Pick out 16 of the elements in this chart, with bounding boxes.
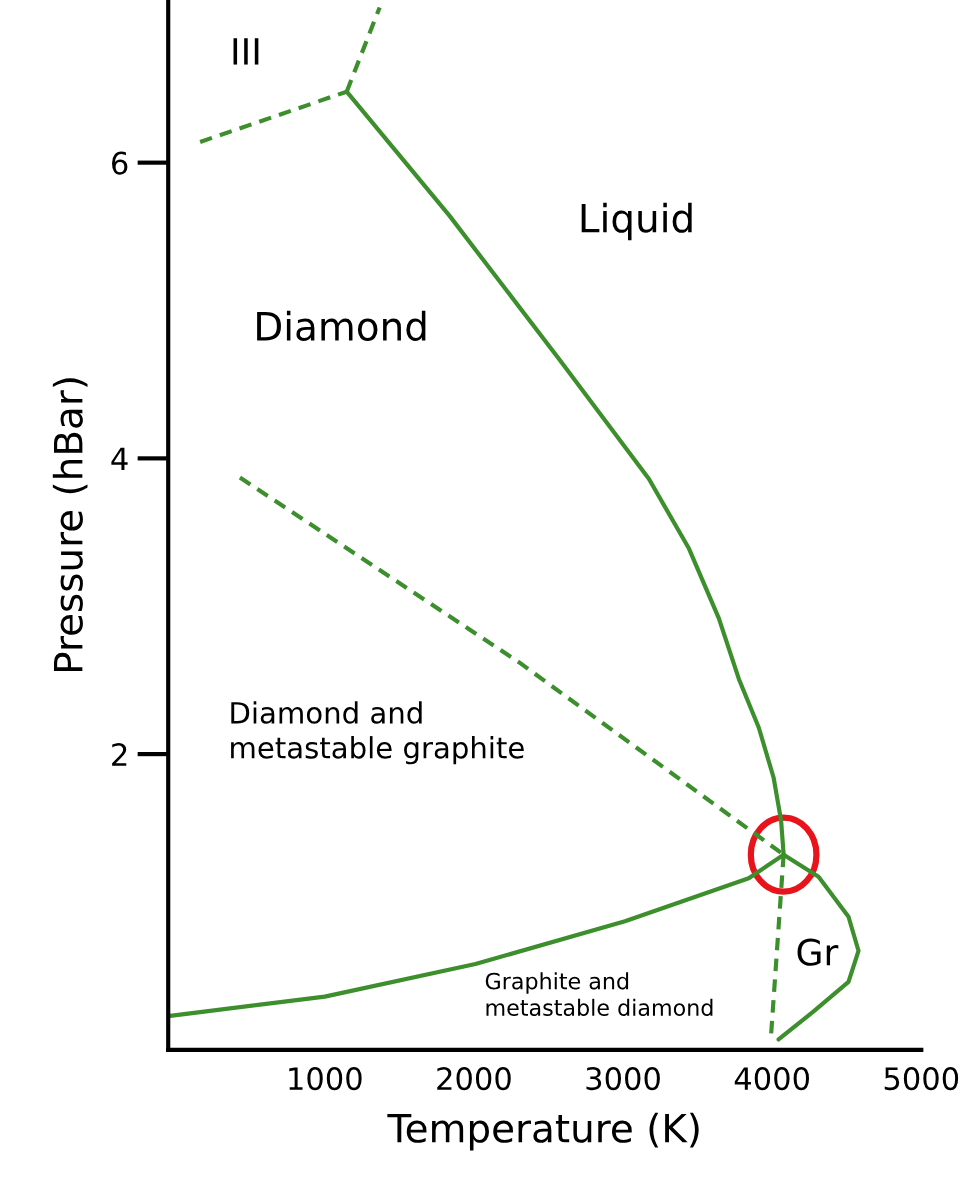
annotation: Diamond xyxy=(257,310,426,341)
y-tick-label: 4 xyxy=(111,447,128,470)
annotation: III xyxy=(233,38,259,65)
annotation: Gr xyxy=(797,938,839,966)
x-axis-title: Temperature (K) xyxy=(387,1112,699,1151)
x-tick-label: 1000 xyxy=(289,1067,362,1091)
annotation: Diamond and metastable graphite xyxy=(231,701,524,765)
annotation: Graphite and metastable diamond xyxy=(485,972,713,1017)
y-tick-label: 2 xyxy=(112,743,127,766)
y-tick-label: 6 xyxy=(112,151,128,175)
annotation: Liquid xyxy=(581,202,692,241)
x-tick-label: 5000 xyxy=(884,1067,959,1091)
x-tick-label: 3000 xyxy=(586,1067,660,1091)
x-tick-label: 2000 xyxy=(437,1067,511,1091)
y-axis-title: Pressure (hBar) xyxy=(52,378,88,672)
x-tick-label: 4000 xyxy=(734,1067,810,1091)
